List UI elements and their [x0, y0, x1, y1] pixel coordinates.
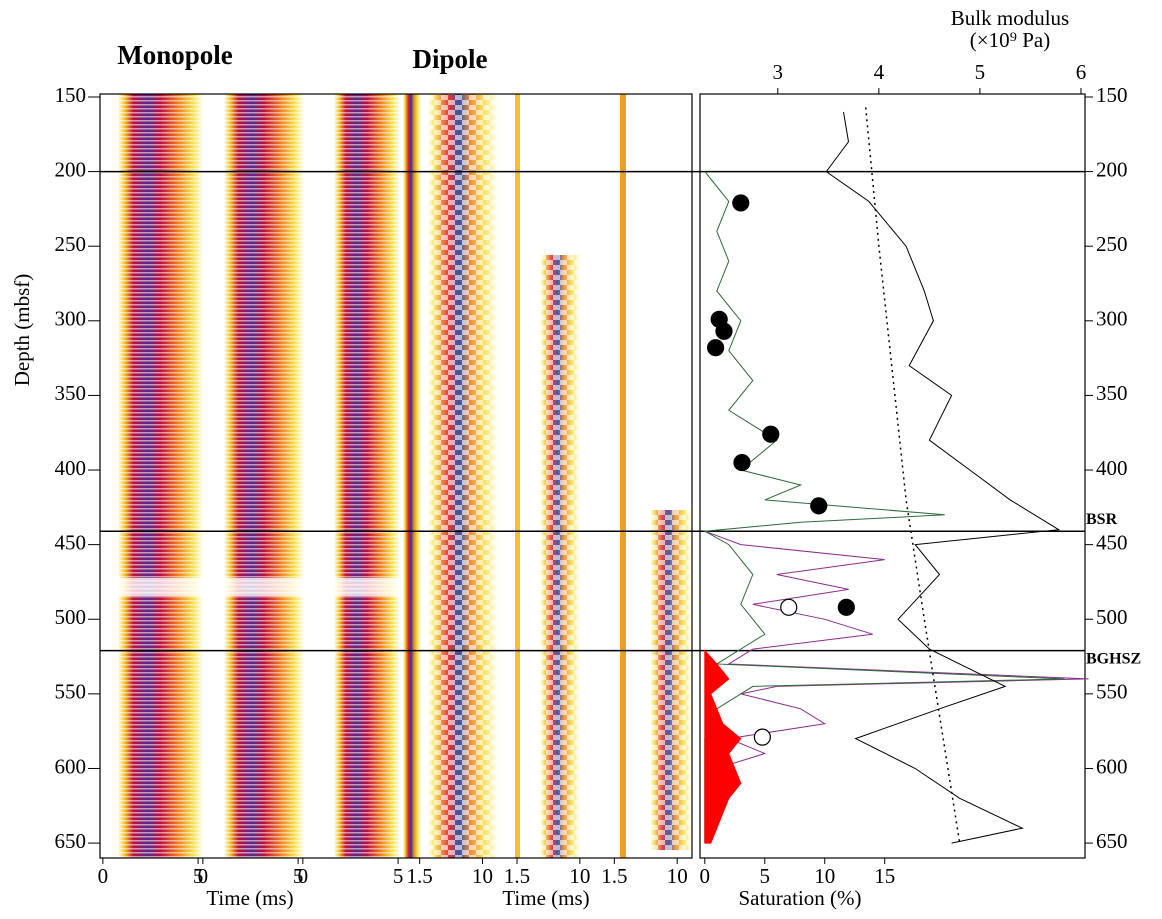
- sample-point: [733, 453, 751, 472]
- x-axis-label: Time (ms): [206, 886, 293, 910]
- log-curve: [864, 107, 961, 844]
- depth-marker-label: BSR: [1086, 511, 1118, 528]
- x-tick-label: 15: [874, 864, 895, 888]
- sample-point: [762, 425, 780, 443]
- y-tick-label: 150: [55, 83, 87, 107]
- y-tick-label: 450: [55, 530, 87, 554]
- y-tick-label: 550: [55, 680, 87, 704]
- y-tick-label: 500: [1096, 605, 1128, 629]
- x-axis-label: Saturation (%): [738, 886, 861, 910]
- x-tick-label: 1.5: [601, 864, 627, 888]
- sample-point: [780, 598, 798, 616]
- y-tick-label: 250: [55, 232, 87, 256]
- x2-tick-label: 3: [773, 60, 784, 84]
- x2-tick-label: 6: [1076, 60, 1087, 84]
- x-tick-label: 1.5: [504, 864, 530, 888]
- waveform-texture: [100, 94, 692, 858]
- sample-point: [753, 728, 771, 746]
- x-tick-label: 10: [569, 864, 590, 888]
- log-curve: [703, 171, 1065, 844]
- x-tick-label: 0: [98, 864, 109, 888]
- x2-axis-label: Bulk modulus: [951, 6, 1069, 30]
- log-curve: [825, 111, 1061, 844]
- x-tick-label: 5: [193, 864, 204, 888]
- y-axis-label: Depth (mbsf): [10, 274, 34, 387]
- frame: [699, 93, 1086, 859]
- x-tick-label: 10: [667, 864, 688, 888]
- y-tick-label: 200: [55, 157, 87, 181]
- x-tick-label: 0: [298, 864, 309, 888]
- y-tick-label: 600: [1096, 754, 1128, 778]
- frame: [99, 93, 693, 859]
- x2-tick-label: 5: [975, 60, 986, 84]
- sample-point: [706, 339, 725, 357]
- saturation-area: [704, 649, 742, 844]
- y-tick-label: 450: [1096, 530, 1128, 554]
- x2-tick-label: 4: [874, 60, 885, 84]
- panel-title: Dipole: [412, 44, 487, 74]
- x-tick-label: 5: [393, 864, 404, 888]
- y-tick-label: 350: [1096, 381, 1128, 405]
- y-tick-label: 650: [1096, 829, 1128, 853]
- x-tick-label: 5: [760, 864, 771, 888]
- y-tick-label: 300: [1096, 307, 1128, 331]
- y-tick-label: 400: [1096, 456, 1128, 480]
- x-axis-label: Time (ms): [502, 886, 589, 910]
- y-tick-label: 650: [55, 829, 87, 853]
- log-curve: [704, 530, 1089, 769]
- y-tick-label: 400: [55, 456, 87, 480]
- x-tick-label: 1.5: [407, 864, 433, 888]
- x-tick-label: 5: [293, 864, 304, 888]
- sample-point: [732, 194, 750, 212]
- x-tick-label: 10: [472, 864, 493, 888]
- y-tick-label: 600: [55, 754, 87, 778]
- x-tick-label: 0: [198, 864, 209, 888]
- y-tick-label: 150: [1096, 83, 1128, 107]
- y-tick-label: 550: [1096, 680, 1128, 704]
- y-tick-label: 200: [1096, 157, 1128, 181]
- sample-point: [715, 322, 733, 340]
- y-tick-label: 500: [55, 605, 87, 629]
- x2-axis-label: (×10⁹ Pa): [970, 28, 1050, 52]
- y-tick-label: 250: [1096, 232, 1128, 256]
- depth-marker-label: BGHSZ: [1086, 650, 1141, 667]
- sample-point: [837, 598, 855, 616]
- y-tick-label: 300: [55, 307, 87, 331]
- x-tick-label: 0: [700, 864, 711, 888]
- y-tick-label: 350: [55, 381, 87, 405]
- panel-title: Monopole: [117, 40, 233, 70]
- sample-point: [810, 497, 828, 515]
- x-tick-label: 10: [814, 864, 835, 888]
